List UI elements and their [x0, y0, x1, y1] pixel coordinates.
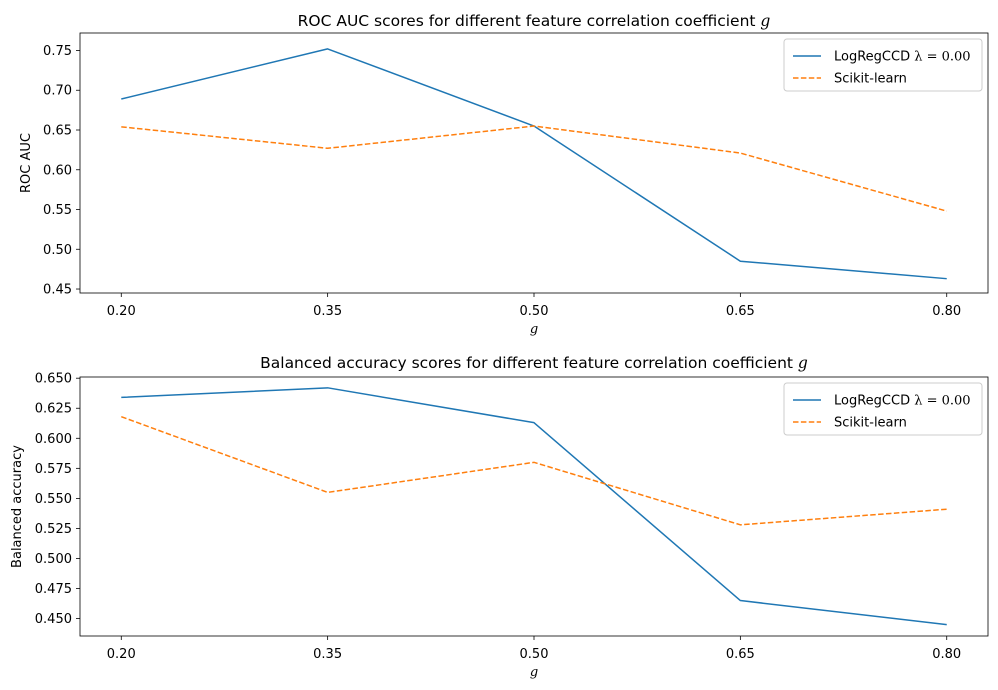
series-line-2	[121, 415, 947, 526]
y-tick-label: 0.575	[35, 462, 72, 477]
legend-label-text: Scikit-learn	[834, 416, 907, 431]
legend-label-1: LogRegCCD λ = 0.00	[834, 394, 971, 409]
chart-panel-1: ROC AUC scores for different feature cor…	[19, 12, 989, 337]
y-tick-label: 0.70	[43, 84, 72, 99]
series-line-1	[121, 387, 947, 626]
chart-panel-2: Balanced accuracy scores for different f…	[10, 354, 989, 680]
x-tick-label: 0.80	[932, 304, 961, 319]
x-tick-label: 0.35	[313, 647, 342, 662]
x-tick-label: 0.50	[520, 647, 549, 662]
x-tick-label: 0.20	[107, 304, 136, 319]
y-tick-label: 0.45	[43, 283, 72, 298]
legend-box	[783, 382, 983, 436]
y-tick-label: 0.525	[35, 522, 72, 537]
y-tick-label: 0.650	[35, 372, 72, 387]
legend-label-2: Scikit-learn	[834, 416, 907, 431]
y-tick-label: 0.65	[43, 124, 72, 139]
x-tick-label: 0.80	[932, 647, 961, 662]
legend-label-text: LogRegCCD	[834, 394, 910, 409]
legend-label-math: λ = 0.00	[910, 50, 970, 65]
y-tick-label: 0.500	[35, 552, 72, 567]
x-axis-label: g	[530, 322, 538, 337]
x-tick-label: 0.50	[520, 304, 549, 319]
chart-title-variable: g	[760, 12, 770, 30]
chart-title-text: ROC AUC scores for different feature cor…	[298, 12, 761, 30]
y-tick-label: 0.75	[43, 44, 72, 59]
y-tick-label: 0.60	[43, 163, 72, 178]
y-tick-label: 0.55	[43, 203, 72, 218]
x-tick-label: 0.65	[726, 304, 755, 319]
chart-title: ROC AUC scores for different feature cor…	[298, 12, 771, 30]
chart-title-variable: g	[798, 354, 808, 372]
legend-label-math: λ = 0.00	[910, 394, 970, 409]
y-tick-label: 0.475	[35, 582, 72, 597]
legend-label-text: Scikit-learn	[834, 72, 907, 87]
legend-label-2: Scikit-learn	[834, 72, 907, 87]
x-tick-label: 0.35	[313, 304, 342, 319]
y-tick-label: 0.625	[35, 402, 72, 417]
y-tick-label: 0.600	[35, 432, 72, 447]
series-line-2	[121, 125, 947, 212]
legend-label-1: LogRegCCD λ = 0.00	[834, 50, 971, 65]
x-tick-label: 0.65	[726, 647, 755, 662]
y-axis-label: ROC AUC	[19, 133, 34, 193]
legend-label-text: LogRegCCD	[834, 50, 910, 65]
legend-box	[783, 38, 983, 92]
chart-title-text: Balanced accuracy scores for different f…	[260, 354, 798, 372]
y-tick-label: 0.450	[35, 612, 72, 627]
x-axis-label: g	[530, 665, 538, 680]
y-axis-label: Balanced accuracy	[10, 445, 25, 568]
y-tick-label: 0.550	[35, 492, 72, 507]
chart-title: Balanced accuracy scores for different f…	[260, 354, 808, 372]
x-tick-label: 0.20	[107, 647, 136, 662]
y-tick-label: 0.50	[43, 243, 72, 258]
